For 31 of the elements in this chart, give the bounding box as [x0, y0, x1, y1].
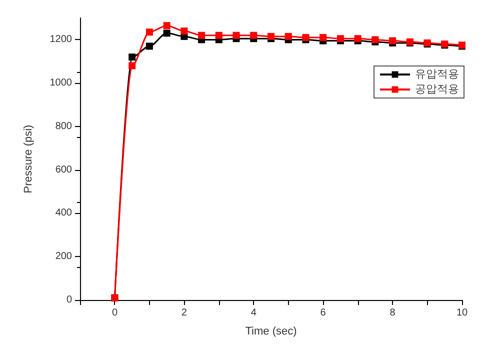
- y-tick-label: 200: [55, 251, 72, 262]
- point: [146, 42, 153, 50]
- x-tick-label: 2: [181, 308, 188, 318]
- point: [215, 32, 222, 39]
- x-tick-label: 8: [390, 308, 396, 318]
- point: [163, 30, 170, 37]
- point: [128, 62, 136, 70]
- legend-label: 유압적용: [415, 68, 459, 80]
- y-tick-label: 0: [66, 294, 72, 306]
- y-axis-title: Pressure (psi): [22, 124, 34, 194]
- point: [250, 32, 258, 39]
- point: [180, 28, 188, 35]
- point: [268, 32, 274, 40]
- x-tick-label: 10: [456, 308, 468, 318]
- point: [284, 32, 292, 40]
- y-tick-label: 1000: [50, 78, 72, 89]
- x-tick-label: 6: [320, 308, 326, 318]
- point: [128, 54, 136, 61]
- legend-label: 공압적용: [415, 84, 459, 96]
- point: [232, 32, 240, 39]
- x-tick-label: 0: [112, 308, 118, 318]
- y-tick-label: 600: [55, 164, 72, 176]
- point: [163, 22, 170, 30]
- point: [146, 28, 153, 36]
- x-axis-title: Time (sec): [245, 326, 297, 338]
- y-tick-label: 800: [55, 120, 72, 132]
- y-tick-label: 1200: [50, 34, 72, 46]
- point: [320, 34, 327, 42]
- y-tick-label: 400: [55, 208, 72, 219]
- x-tick-label: 4: [250, 308, 257, 318]
- point: [198, 32, 206, 39]
